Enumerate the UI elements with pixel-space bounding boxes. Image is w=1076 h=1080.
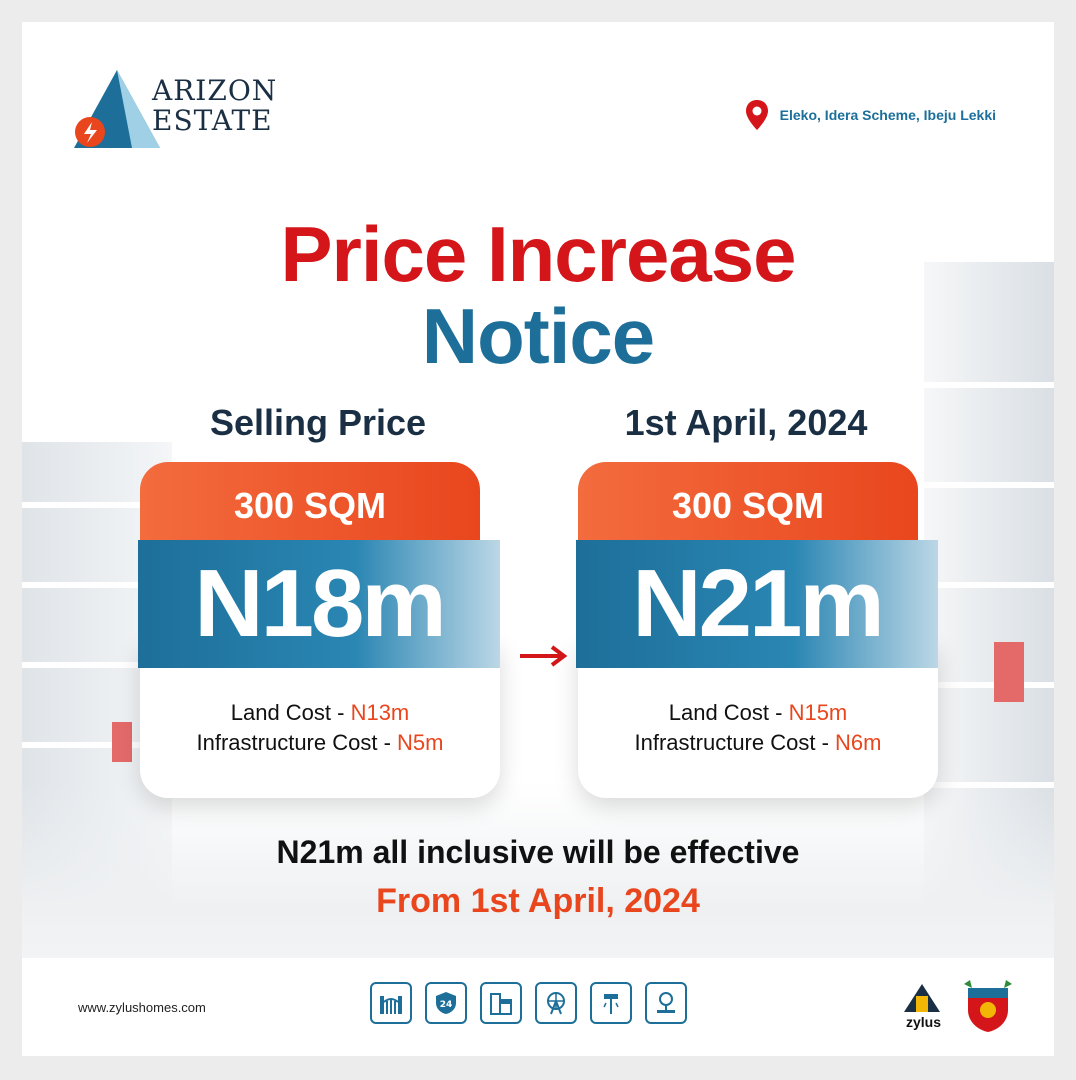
land-cost-value: N13m xyxy=(350,700,410,725)
location: Eleko, Idera Scheme, Ibeju Lekki xyxy=(745,100,996,130)
notice-line1: N21m all inclusive will be effective xyxy=(276,834,800,870)
poster: ARIZON ESTATE Eleko, Idera Scheme, Ibeju… xyxy=(22,22,1054,1056)
location-pin-icon xyxy=(745,100,768,130)
new-price-card: 300 SQM N21m Land Cost - N15m Infrastruc… xyxy=(576,462,938,798)
zylus-logo-icon xyxy=(904,984,940,1012)
lagos-state-crest-icon xyxy=(964,980,1012,1032)
land-cost-label: Land Cost - xyxy=(230,700,351,725)
infrastructure-cost-label: Infrastructure Cost - xyxy=(634,730,836,755)
current-price: N18m xyxy=(138,540,500,668)
street-light-icon xyxy=(590,982,632,1024)
logo-line1: ARIZON xyxy=(152,74,278,107)
infrastructure-cost-value: N5m xyxy=(397,730,444,755)
infrastructure-cost-value: N6m xyxy=(835,730,882,755)
amusement-park-icon xyxy=(535,982,577,1024)
current-infrastructure-cost: Infrastructure Cost - N5m xyxy=(140,730,500,756)
notice-line2: From 1st April, 2024 xyxy=(376,882,700,920)
logo-line2: ESTATE xyxy=(152,104,273,137)
land-cost-value: N15m xyxy=(788,700,848,725)
arizon-estate-logo: ARIZON ESTATE xyxy=(72,70,292,150)
new-infrastructure-cost: Infrastructure Cost - N6m xyxy=(578,730,938,756)
zylus-wordmark: zylus xyxy=(906,1014,942,1030)
park-icon xyxy=(645,982,687,1024)
background-fade xyxy=(22,782,1054,962)
new-price: N21m xyxy=(576,540,938,668)
logo-wordmark: ARIZON ESTATE xyxy=(152,76,277,136)
current-price-card: 300 SQM N18m Land Cost - N13m Infrastruc… xyxy=(138,462,500,798)
logo-triangle-icon xyxy=(74,70,160,148)
current-card-body xyxy=(140,642,500,798)
title-price-increase: Price Increase xyxy=(280,210,796,298)
new-heading: 1st April, 2024 xyxy=(624,402,868,443)
infrastructure-cost-label: Infrastructure Cost - xyxy=(196,730,398,755)
title-notice: Notice xyxy=(421,292,655,380)
website-link[interactable]: www.zylushomes.com xyxy=(78,1000,206,1015)
land-cost-label: Land Cost - xyxy=(668,700,789,725)
gate-icon xyxy=(370,982,412,1024)
mall-icon xyxy=(480,982,522,1024)
arrow-right-icon xyxy=(520,645,568,667)
svg-text:24: 24 xyxy=(440,1000,453,1010)
amenities-list: 24 xyxy=(370,982,687,1024)
current-land-cost: Land Cost - N13m xyxy=(140,700,500,726)
new-card-body xyxy=(578,642,938,798)
24-hour-security-icon: 24 xyxy=(425,982,467,1024)
current-heading: Selling Price xyxy=(209,402,427,443)
new-land-cost: Land Cost - N15m xyxy=(578,700,938,726)
footer: www.zylushomes.com 24 zyl xyxy=(22,958,1054,1056)
location-text: Eleko, Idera Scheme, Ibeju Lekki xyxy=(779,107,996,123)
